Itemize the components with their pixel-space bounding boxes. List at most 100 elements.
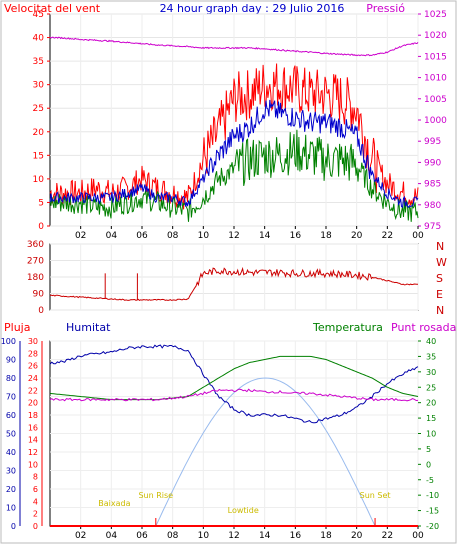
panel1-ytick-right-label: 1000 [424,116,447,126]
panel1-xtick-label: 20 [351,231,363,241]
panel3-temp-tick-label: 15 [426,414,436,423]
panel3-humidity-tick-label: 100 [1,337,16,346]
panel3-astro-annotation: Lowtide [228,506,259,515]
panel3-xtick-label: 18 [320,531,332,541]
panel2-series-direction [49,266,418,301]
panel2-compass-label: N [436,240,444,253]
panel3-rain-tick-label: 12 [28,448,38,457]
panel3-sun-curve [155,377,376,527]
panel1-ytick-right-label: 990 [424,158,441,168]
panel3-rain-tick-label: 22 [28,386,38,395]
panel1-ytick-left-label: 15 [33,151,44,161]
panel3-rain-tick-label: 24 [28,374,38,383]
panel2-compass-label: S [436,272,443,285]
panel3-rain-tick-label: 16 [28,423,38,432]
panel3-temp-tick-label: -20 [426,522,439,531]
panel3-rain-tick-label: 6 [33,485,38,494]
panel1-ytick-left-label: 35 [33,57,44,67]
panel1-ytick-right-label: 1005 [424,95,447,105]
panel3-rain-tick-label: 0 [33,522,38,531]
panel3-humidity-tick-label: 20 [6,485,16,494]
panel1-xtick-label: 08 [167,231,179,241]
panel1-ytick-left-label: 30 [33,81,45,91]
temperature-axis-label: Temperatura [312,321,383,334]
panel3-xtick-label: 12 [228,531,239,541]
panel3-temp-tick-label: 30 [426,368,436,377]
panel1-ytick-right-label: 995 [424,137,441,147]
panel3-xtick-label: 10 [198,531,210,541]
panel1-ytick-left-label: 40 [33,34,45,44]
panel3-temp-tick-label: 5 [426,445,431,454]
panel3-xtick-label: 06 [136,531,148,541]
rain-axis-label: Pluja [4,321,30,334]
panel3-xtick-label: 04 [106,531,118,541]
panel3-rain-tick-label: 30 [28,337,38,346]
panel3-xtick-label: 20 [351,531,363,541]
panel3-humidity-tick-label: 10 [6,504,16,513]
panel1-ytick-right-label: 1020 [424,31,447,41]
wind-pressure-panel: 0510152025303540459759809859909951000100… [33,10,448,241]
panel3-series-humitat [49,344,419,424]
panel3-rain-tick-label: 14 [28,436,38,445]
panel1-xtick-label: 10 [198,231,210,241]
panel3-rain-tick-label: 26 [28,362,38,371]
panel3-temp-tick-label: 25 [426,383,436,392]
panel3-humidity-tick-label: 70 [6,393,16,402]
panel2-ytick-label: 90 [33,290,45,300]
panel3-rain-tick-label: 4 [33,497,38,506]
panel1-series-pressure [49,36,419,57]
panel3-temp-tick-label: -5 [426,476,434,485]
panel3-humidity-tick-label: 40 [6,448,16,457]
dewpoint-axis-label: Punt rosada [391,321,456,334]
panel1-series-minimum [49,129,419,222]
header-left-title: Velocitat del vent [4,2,101,15]
header-right-title: Pressió [366,2,405,15]
panel3-humidity-tick-label: 90 [6,356,16,365]
panel1-ytick-right-label: 1010 [424,74,447,84]
panel1-ytick-left-label: 10 [33,175,45,185]
panel3-rain-tick-label: 2 [33,510,38,519]
panel3-humidity-tick-label: 0 [11,522,16,531]
panel1-xtick-label: 16 [290,231,302,241]
panel3-humidity-tick-label: 80 [6,374,16,383]
panel1-ytick-left-label: 0 [38,222,44,232]
panel2-ytick-label: 270 [27,257,44,267]
panel1-xtick-label: 00 [412,231,424,241]
panel3-temp-tick-label: 0 [426,460,431,469]
temp-humidity-panel: 0102030405060708090100024681012141618202… [1,337,439,541]
panel3-xtick-label: 22 [382,531,393,541]
panel3-humidity-tick-label: 60 [6,411,16,420]
panel1-xtick-label: 02 [75,231,86,241]
panel2-compass-label: W [436,256,447,269]
panel3-rain-tick-label: 8 [33,473,38,482]
panel2-ytick-label: 180 [27,273,44,283]
panel2-compass-label: E [436,288,443,301]
panel3-temp-tick-label: 35 [426,352,436,361]
panel1-ytick-right-label: 975 [424,222,441,232]
panel3-astro-annotation: Sun Set [360,491,391,500]
panel1-ytick-left-label: 45 [33,10,44,20]
panel3-astro-annotation: Baixada [98,499,130,508]
panel3-temp-tick-label: -15 [426,507,439,516]
panel3-temp-tick-label: 40 [426,337,436,346]
panel3-astro-annotation: Sun Rise [138,491,173,500]
panel1-series-average [49,99,419,209]
panel3-xtick-label: 02 [75,531,86,541]
panel1-ytick-right-label: 980 [424,201,441,211]
panel3-humidity-tick-label: 50 [6,430,16,439]
panel3-xtick-label: 08 [167,531,179,541]
panel3-xtick-label: 14 [259,531,271,541]
panel3-humidity-tick-label: 30 [6,467,16,476]
panel1-xtick-label: 22 [382,231,393,241]
panel3-xtick-label: 00 [412,531,424,541]
humidity-axis-label: Humitat [66,321,111,334]
panel1-ytick-left-label: 5 [38,198,44,208]
panel2-ytick-label: 0 [38,306,44,316]
panel1-ytick-right-label: 985 [424,180,441,190]
panel3-temp-tick-label: -10 [426,491,439,500]
panel3-rain-tick-label: 28 [28,349,38,358]
panel2-ytick-label: 360 [27,240,44,250]
